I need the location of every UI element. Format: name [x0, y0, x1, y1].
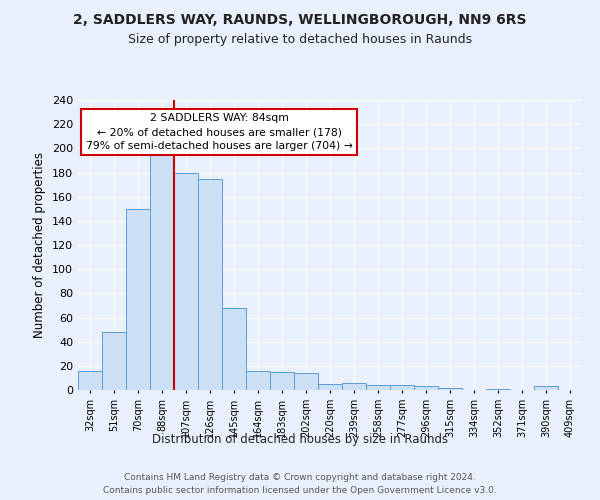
- Bar: [414, 386, 438, 390]
- Bar: [438, 388, 462, 390]
- Y-axis label: Number of detached properties: Number of detached properties: [34, 152, 46, 338]
- Text: Distribution of detached houses by size in Raunds: Distribution of detached houses by size …: [152, 432, 448, 446]
- Bar: [318, 384, 342, 390]
- Bar: [222, 308, 246, 390]
- Bar: [78, 370, 102, 390]
- Bar: [174, 172, 198, 390]
- Text: Contains HM Land Registry data © Crown copyright and database right 2024.: Contains HM Land Registry data © Crown c…: [124, 472, 476, 482]
- Bar: [126, 209, 150, 390]
- Bar: [342, 383, 366, 390]
- Text: Size of property relative to detached houses in Raunds: Size of property relative to detached ho…: [128, 32, 472, 46]
- Bar: [198, 178, 222, 390]
- Bar: [366, 385, 390, 390]
- Bar: [534, 386, 558, 390]
- Bar: [246, 370, 270, 390]
- Bar: [294, 373, 318, 390]
- Bar: [102, 332, 126, 390]
- Bar: [270, 372, 294, 390]
- Text: 2 SADDLERS WAY: 84sqm
← 20% of detached houses are smaller (178)
79% of semi-det: 2 SADDLERS WAY: 84sqm ← 20% of detached …: [86, 113, 353, 151]
- Text: 2, SADDLERS WAY, RAUNDS, WELLINGBOROUGH, NN9 6RS: 2, SADDLERS WAY, RAUNDS, WELLINGBOROUGH,…: [73, 12, 527, 26]
- Bar: [390, 385, 414, 390]
- Bar: [150, 142, 174, 390]
- Text: Contains public sector information licensed under the Open Government Licence v3: Contains public sector information licen…: [103, 486, 497, 495]
- Bar: [486, 389, 510, 390]
